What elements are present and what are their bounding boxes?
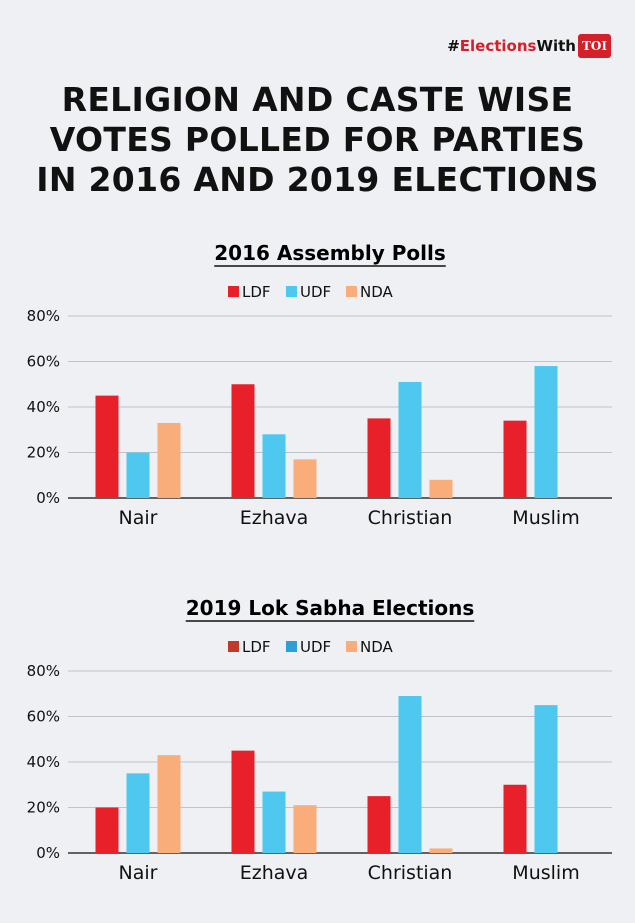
hashtag-symbol: # [447, 37, 460, 55]
y-tick-label: 60% [27, 353, 60, 371]
bar-ldf-christian [367, 796, 391, 853]
legend-swatch-ldf [228, 641, 239, 652]
x-category-label-christian: Christian [368, 507, 453, 529]
bar-ldf-muslim [503, 784, 527, 853]
y-tick-label: 80% [27, 307, 60, 325]
bar-ldf-ezhava [231, 384, 255, 498]
y-tick-label: 40% [27, 753, 60, 771]
y-tick-label: 60% [27, 708, 60, 726]
title-line-2: VOTES POLLED FOR PARTIES [49, 120, 586, 159]
bar-ldf-nair [95, 395, 119, 498]
page-title: RELIGION AND CASTE WISE VOTES POLLED FOR… [0, 80, 635, 200]
legend-swatch-udf [286, 286, 297, 297]
hashtag-with: With [536, 37, 576, 55]
bar-udf-nair [126, 773, 150, 853]
bar-udf-ezhava [262, 434, 286, 498]
x-category-label-ezhava: Ezhava [240, 862, 309, 884]
x-category-label-nair: Nair [119, 862, 158, 884]
x-category-label-muslim: Muslim [512, 507, 579, 529]
y-tick-label: 0% [36, 489, 60, 507]
legend-label-nda: NDA [360, 638, 394, 656]
chart-title: 2019 Lok Sabha Elections [186, 596, 475, 620]
y-tick-label: 0% [36, 844, 60, 862]
bar-udf-christian [398, 381, 422, 498]
y-tick-label: 80% [27, 662, 60, 680]
bar-nda-ezhava [293, 805, 317, 853]
chart-title: 2016 Assembly Polls [214, 241, 446, 265]
elections-with-toi-hashtag: # Elections With TOI [447, 34, 611, 58]
bar-udf-ezhava [262, 791, 286, 853]
hashtag-elections: Elections [459, 37, 537, 55]
bar-ldf-christian [367, 418, 391, 498]
legend-label-ldf: LDF [242, 638, 271, 656]
x-category-label-muslim: Muslim [512, 862, 579, 884]
x-category-label-ezhava: Ezhava [240, 507, 309, 529]
legend-label-ldf: LDF [242, 283, 271, 301]
legend-swatch-nda [346, 641, 357, 652]
bar-ldf-muslim [503, 420, 527, 498]
bar-udf-nair [126, 452, 150, 498]
bar-nda-nair [157, 755, 181, 853]
legend-swatch-udf [286, 641, 297, 652]
title-line-3: IN 2016 AND 2019 ELECTIONS [36, 160, 599, 199]
chart-2019-lok-sabha-elections: 2019 Lok Sabha Elections LDF UDF NDA 0% 20% 40… [27, 596, 612, 884]
toi-logo: TOI [578, 34, 611, 58]
bar-udf-muslim [534, 366, 558, 498]
bar-nda-nair [157, 422, 181, 498]
bar-udf-muslim [534, 705, 558, 853]
bar-udf-christian [398, 696, 422, 853]
bar-nda-christian [429, 479, 453, 498]
y-tick-label: 40% [27, 398, 60, 416]
y-tick-label: 20% [27, 444, 60, 462]
title-line-1: RELIGION AND CASTE WISE [61, 80, 574, 119]
y-tick-label: 20% [27, 799, 60, 817]
legend-swatch-ldf [228, 286, 239, 297]
chart-2016-assembly-polls: 2016 Assembly Polls LDF UDF NDA 0% 20% 40% 60% 8… [27, 241, 612, 529]
x-category-label-nair: Nair [119, 507, 158, 529]
bar-nda-ezhava [293, 459, 317, 498]
legend-label-nda: NDA [360, 283, 394, 301]
legend-label-udf: UDF [300, 638, 331, 656]
bar-nda-christian [429, 848, 453, 853]
bar-ldf-nair [95, 807, 119, 853]
x-category-label-christian: Christian [368, 862, 453, 884]
legend-label-udf: UDF [300, 283, 331, 301]
bar-ldf-ezhava [231, 750, 255, 853]
legend-swatch-nda [346, 286, 357, 297]
